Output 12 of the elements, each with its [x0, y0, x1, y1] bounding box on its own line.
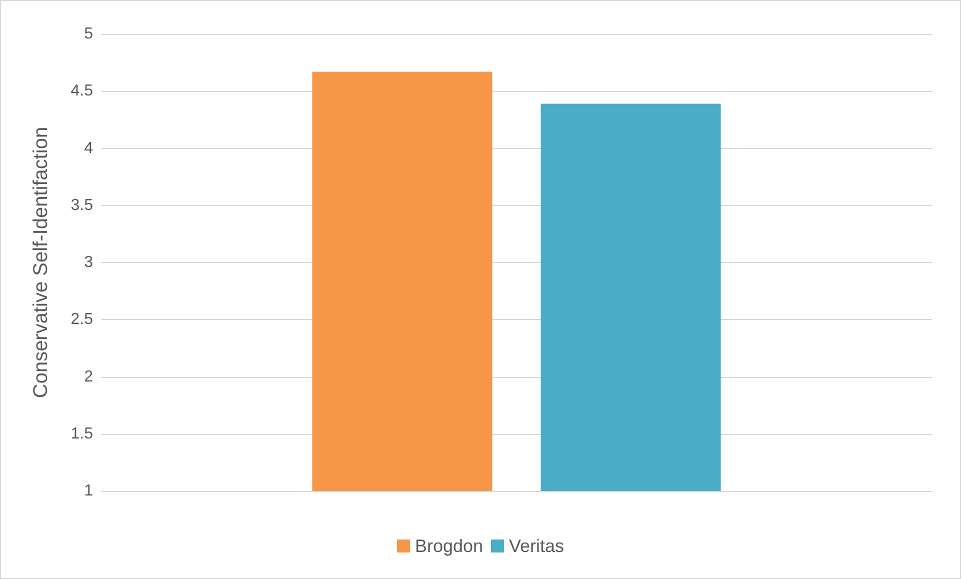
y-axis-title: Conservative Self-Identifaction — [30, 126, 52, 398]
y-tick-label: 4 — [84, 140, 94, 157]
y-tick-label: 1 — [84, 482, 94, 500]
y-tick-label: 2 — [84, 368, 94, 386]
y-tick-label: 2.5 — [70, 311, 94, 328]
legend-label: Veritas — [509, 536, 564, 556]
y-tick-label: 4.5 — [70, 82, 94, 100]
legend-label: Brogdon — [414, 536, 484, 556]
y-tick-label: 1.5 — [70, 425, 94, 442]
y-tick-label: 3 — [84, 254, 94, 271]
y-tick-label: 5 — [84, 26, 94, 42]
y-tick-label: 3.5 — [70, 196, 94, 214]
